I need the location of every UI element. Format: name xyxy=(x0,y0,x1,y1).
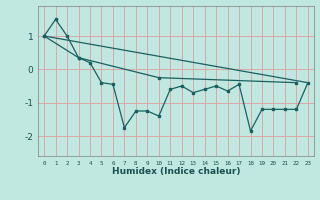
X-axis label: Humidex (Indice chaleur): Humidex (Indice chaleur) xyxy=(112,167,240,176)
